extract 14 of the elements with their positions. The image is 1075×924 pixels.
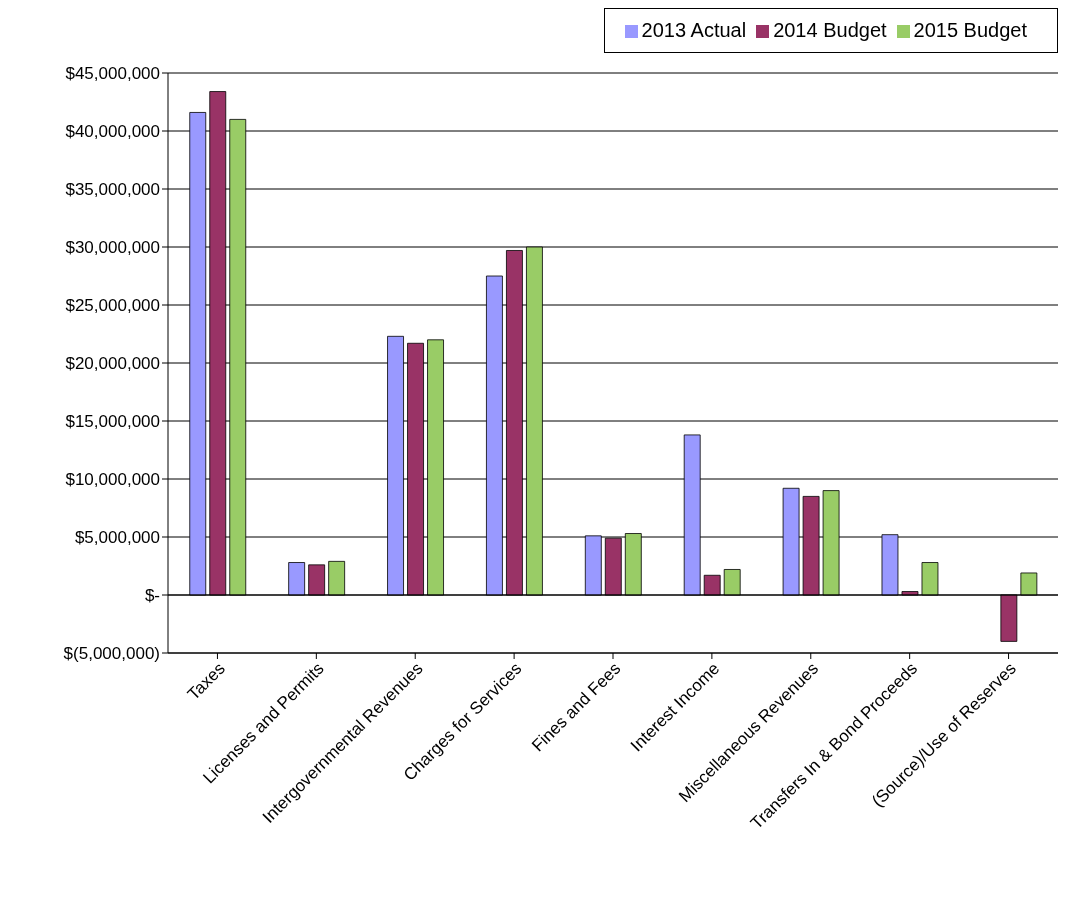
legend-label: 2015 Budget [913,19,1027,41]
y-tick-label: $5,000,000 [74,528,160,548]
y-tick-label: $25,000,000 [65,296,160,316]
legend-label: 2014 Budget [773,19,887,41]
y-tick-label: $15,000,000 [65,412,160,432]
y-tick-label: $45,000,000 [65,64,160,84]
y-tick-label: $(5,000,000) [63,644,160,664]
y-tick-label: $20,000,000 [65,354,160,374]
y-tick-label: $- [144,586,160,606]
y-tick-label: $40,000,000 [65,122,160,142]
legend-label: 2013 Actual [641,19,747,41]
y-tick-label: $30,000,000 [65,238,160,258]
y-tick-label: $35,000,000 [65,180,160,200]
y-tick-label: $10,000,000 [65,470,160,490]
